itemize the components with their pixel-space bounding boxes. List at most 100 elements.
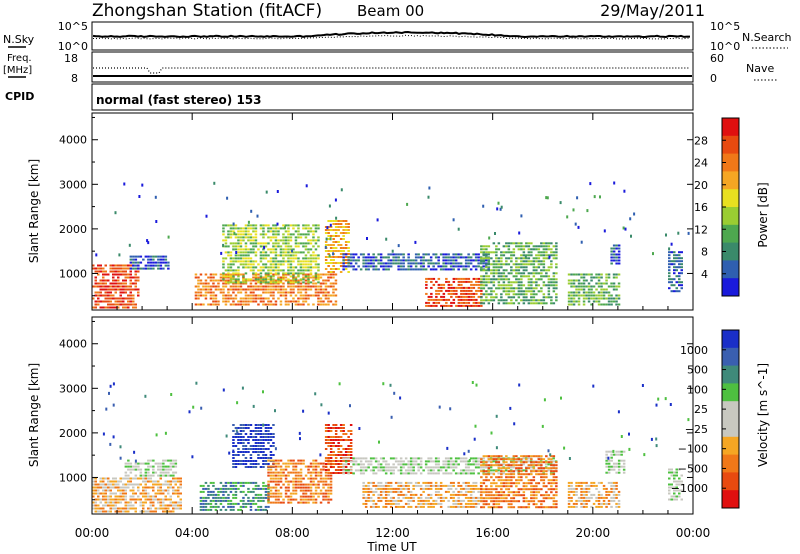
power-cell-6 [507,287,511,290]
velocity-cell-2 [252,445,255,447]
power-cell-1 [307,279,310,282]
velocity-cell-5 [442,460,445,463]
power-cell-7 [600,291,603,294]
velocity-cell-2 [264,433,268,435]
velocity-cell-1 [232,487,235,490]
power-cell-1 [194,294,198,297]
power-cell-7 [597,300,601,303]
power-cell-4 [357,265,360,268]
velocity-cell-6 [437,496,440,499]
power-cell-6 [545,272,548,275]
velocity-cell-7 [540,458,543,461]
power-cell-2 [292,251,295,254]
power-cell-0 [137,288,140,291]
velocity-cell-2 [244,427,248,429]
power-cell-3 [344,226,348,228]
velocity-cell-6 [422,490,425,493]
velocity-cell-6 [457,493,460,496]
power-cell-2 [224,257,228,260]
power-cell-7 [617,297,621,300]
power-cell-2 [282,257,285,260]
velocity-cell-5 [474,466,478,469]
power-cell-1 [207,282,210,285]
velocity-cell-2 [239,433,243,435]
velocity-cell-2 [232,463,235,465]
power-cell-4 [452,262,455,265]
power-cell-5 [470,292,473,295]
velocity-cell-0 [169,504,172,507]
power-cell-7 [617,303,621,306]
y-tick-label: 2000 [59,223,87,236]
velocity-cell-7 [507,476,511,479]
power-cell-1 [264,276,268,279]
power-cell-2 [272,224,275,227]
velocity-cell-7 [525,500,528,503]
power-cell-0 [94,270,97,273]
power-cell-2 [227,245,230,248]
velocity-cell-5 [367,466,370,469]
power-cell-4 [462,268,465,271]
power-cell-3 [327,271,330,273]
velocity-cell-1 [244,493,248,496]
velocity-cell-7 [497,497,501,500]
power-cell-2 [282,239,285,242]
power-cell-2 [294,236,298,239]
velocity-cell-5 [454,457,458,460]
power-cell-2 [309,272,313,275]
power-cell-1 [252,285,255,288]
power-cell-7 [600,273,603,276]
power-cell-6 [545,254,548,257]
power-cell-6 [545,296,548,299]
power-cell-6 [492,299,496,302]
velocity-cell-2 [259,451,263,453]
velocity-cell-2 [242,427,245,429]
velocity-cell-0 [122,498,125,501]
velocity-cell-0 [109,492,112,495]
velocity-cell-7 [507,500,511,503]
velocity-cell-7 [547,461,551,464]
velocity-cell-3 [317,492,320,495]
velocity-cell-6 [399,493,403,496]
velocity-cell-1 [244,505,248,508]
power-sparse-cell [576,196,579,200]
velocity-cell-6 [387,484,390,487]
power-cell-4 [437,262,440,265]
power-cell-0 [127,276,130,279]
power-cell-9 [668,281,671,284]
power-cell-7 [585,291,588,294]
power-cell-3 [337,241,340,243]
velocity-cell-2 [249,436,253,438]
velocity-cell-3 [269,492,273,495]
velocity-cell-7 [555,479,558,482]
power-cell-1 [202,285,205,288]
velocity-cell-1 [202,490,205,493]
power-cell-6 [505,299,508,302]
power-cell-6 [505,263,508,266]
power-cell-0 [124,288,127,291]
velocity-cell-0 [139,501,142,504]
velocity-cell-6 [397,505,400,508]
power-cell-2 [247,251,250,254]
power-cell-4 [429,268,433,271]
power-cell-5 [447,298,451,301]
velocity-cell-1 [264,505,268,508]
power-cell-2 [262,230,265,233]
power-cell-6 [545,251,548,254]
velocity-cell-6 [402,505,405,508]
power-cell-2 [222,227,225,230]
power-cell-4 [379,256,383,259]
velocity-cell-7 [542,479,546,482]
velocity-cell-2 [254,424,258,426]
velocity-cell-8 [585,505,588,508]
power-cell-2 [287,272,290,275]
power-cell-4 [369,262,373,265]
velocity-cell-5 [392,469,395,472]
power-cell-2 [284,248,288,251]
power-cell-2 [269,281,273,284]
power-cell-4 [472,259,475,262]
velocity-cell-4 [339,466,343,468]
velocity-cell-7 [517,500,521,503]
power-cell-6 [497,281,501,284]
velocity-cell-4 [337,463,340,465]
power-cell-4 [459,262,463,265]
